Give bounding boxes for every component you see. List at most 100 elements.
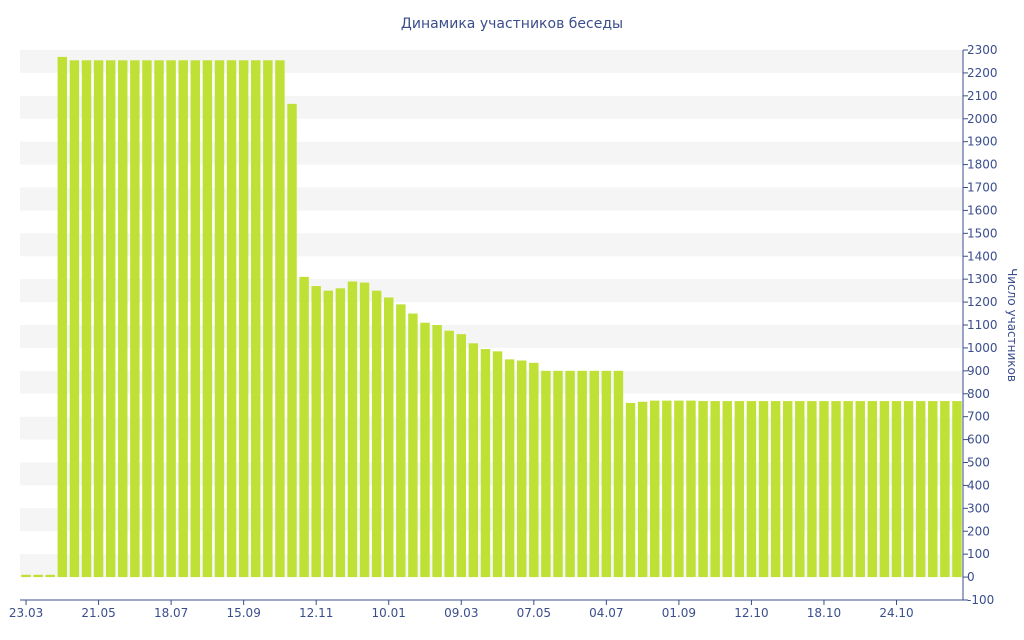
y-tick-label: 2200 <box>967 66 998 80</box>
y-tick-label: 1800 <box>967 158 998 172</box>
bar <box>662 400 672 578</box>
y-tick-label: 1500 <box>967 226 998 240</box>
x-tick-label: 18.10 <box>807 606 841 620</box>
bar <box>541 370 551 578</box>
bar <box>371 290 382 578</box>
y-tick-label: 1000 <box>967 341 998 355</box>
bar <box>299 276 309 578</box>
y-tick-label: 1300 <box>967 272 998 286</box>
bar <box>795 401 805 578</box>
x-tick-label: 01.09 <box>662 606 696 620</box>
bar <box>251 60 261 578</box>
bar <box>57 56 68 578</box>
bar <box>625 402 636 578</box>
y-tick-label: 400 <box>967 478 990 492</box>
bar <box>879 401 890 578</box>
bar <box>311 286 321 578</box>
bars <box>21 56 962 578</box>
y-ticks: -100 0 100 200 300 400 500 600 700 800 900 1000 1100… <box>963 43 998 607</box>
bar <box>93 60 104 578</box>
y-tick-label: 0 <box>967 570 975 584</box>
bar <box>154 60 164 578</box>
bar <box>553 370 563 578</box>
bar <box>517 360 527 578</box>
y-tick-label: 600 <box>967 433 990 447</box>
y-tick-label: 300 <box>967 501 990 515</box>
bar <box>81 60 92 578</box>
bar <box>142 60 152 578</box>
bar <box>202 60 213 578</box>
bar <box>45 574 55 578</box>
bar <box>263 60 273 578</box>
y-tick-label: 500 <box>967 456 990 470</box>
bar <box>529 362 539 578</box>
bar <box>782 401 793 578</box>
bar <box>819 401 829 578</box>
y-axis-label: Число участников <box>1005 268 1019 382</box>
x-tick-label: 12.10 <box>734 606 768 620</box>
bar <box>504 359 515 578</box>
bar <box>432 325 442 578</box>
bar <box>347 281 358 578</box>
y-tick-label: 1100 <box>967 318 998 332</box>
bar <box>178 60 188 578</box>
x-tick-label: 07.05 <box>517 606 551 620</box>
bar <box>589 370 599 578</box>
bar <box>166 60 176 578</box>
bar <box>287 103 297 578</box>
bar <box>915 401 926 578</box>
x-tick-label: 24.10 <box>879 606 913 620</box>
bar <box>335 288 346 578</box>
bar <box>855 401 865 578</box>
bar <box>928 401 938 578</box>
bar <box>746 401 757 578</box>
bar <box>456 334 466 578</box>
bar <box>130 60 140 578</box>
bar <box>867 401 878 578</box>
y-tick-label: 100 <box>967 547 990 561</box>
bar <box>613 370 624 578</box>
bar <box>649 400 660 578</box>
bar <box>226 60 237 578</box>
bar <box>359 282 370 578</box>
x-ticks: 23.03 21.05 18.07 15.09 12.11 10.01 09.03 07.05… <box>9 600 914 620</box>
chart-title: Динамика участников беседы <box>401 16 623 32</box>
bar <box>722 401 732 578</box>
y-tick-label: 900 <box>967 364 990 378</box>
y-tick-label: 2300 <box>967 43 998 57</box>
y-tick-label: 1700 <box>967 181 998 195</box>
y-tick-label: -100 <box>967 593 994 607</box>
bar <box>903 401 914 578</box>
bar <box>601 370 612 578</box>
bar <box>891 401 902 578</box>
bar <box>843 401 853 578</box>
bar <box>940 401 950 578</box>
bar <box>21 574 31 578</box>
y-tick-label: 1200 <box>967 295 998 309</box>
bar <box>480 349 491 578</box>
bar <box>396 304 406 578</box>
y-tick-label: 700 <box>967 410 990 424</box>
bar <box>444 330 454 578</box>
bar <box>831 401 841 578</box>
bar <box>323 290 334 578</box>
bar <box>674 400 684 578</box>
y-tick-label: 2000 <box>967 112 998 126</box>
bar <box>952 401 962 578</box>
bar <box>105 60 116 578</box>
bar <box>710 401 720 578</box>
bar <box>698 401 708 578</box>
bar <box>807 401 817 578</box>
x-tick-label: 21.05 <box>81 606 115 620</box>
bar <box>408 313 418 578</box>
bar <box>468 343 479 578</box>
y-tick-label: 800 <box>967 387 990 401</box>
bar <box>565 370 575 578</box>
bar <box>33 574 43 578</box>
y-tick-label: 2100 <box>967 89 998 103</box>
x-tick-label: 18.07 <box>154 606 188 620</box>
y-tick-label: 200 <box>967 524 990 538</box>
x-tick-label: 04.07 <box>589 606 623 620</box>
y-tick-label: 1900 <box>967 135 998 149</box>
